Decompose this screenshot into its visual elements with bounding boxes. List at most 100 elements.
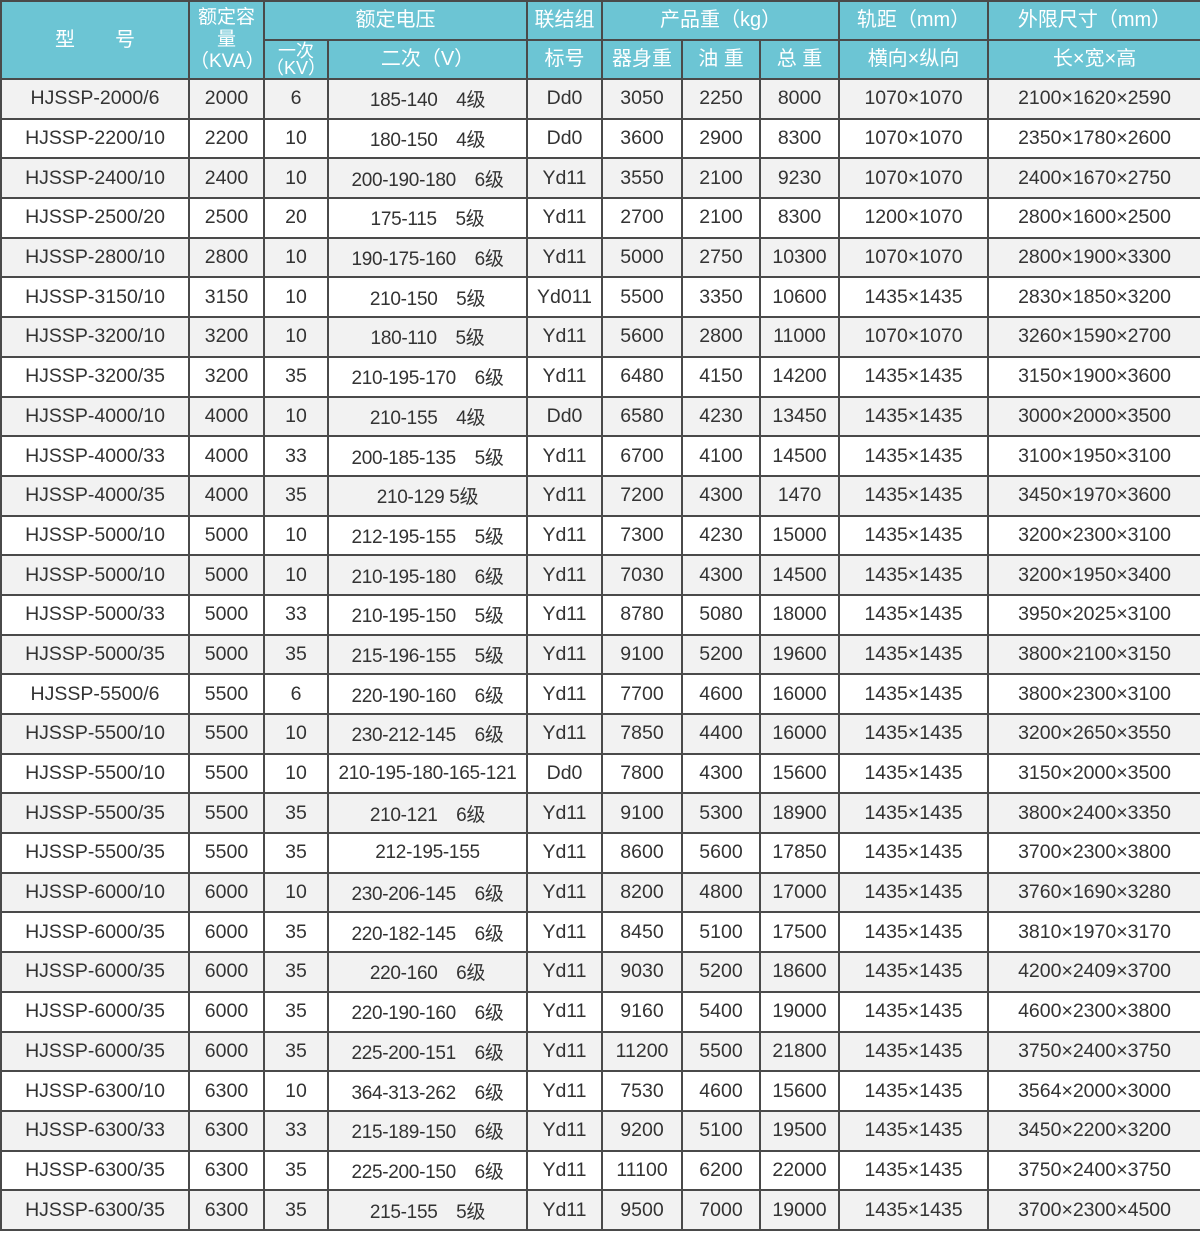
cell-primary-kv: 33 xyxy=(263,593,329,636)
cell-capacity: 6300 xyxy=(188,1149,265,1192)
cell-secondary-v: 180-150 4级 xyxy=(327,117,528,160)
header-primary: 一次（KV） xyxy=(263,39,329,80)
cell-capacity: 6000 xyxy=(188,871,265,914)
cell-oil-weight: 4300 xyxy=(681,752,761,795)
cell-primary-kv: 35 xyxy=(263,832,329,874)
cell-body-weight: 8450 xyxy=(601,911,683,954)
cell-primary-kv: 10 xyxy=(263,395,329,438)
cell-secondary-v: 225-200-150 6级 xyxy=(327,1149,528,1192)
cell-dimensions: 2350×1780×2600 xyxy=(987,117,1200,160)
cell-total-weight: 17000 xyxy=(758,871,841,914)
cell-total-weight: 15600 xyxy=(758,752,841,795)
table-row: HJSSP-5000/35 5000 35 215-196-155 5级 Yd11 910… xyxy=(0,633,1200,676)
cell-primary-kv: 10 xyxy=(263,554,329,596)
cell-total-weight: 14200 xyxy=(758,355,841,398)
cell-primary-kv: 35 xyxy=(263,990,329,1033)
cell-dimensions: 2830×1850×3200 xyxy=(987,276,1200,319)
cell-oil-weight: 5300 xyxy=(681,792,761,835)
table-row: HJSSP-6300/35 6300 35 225-200-150 6级 Yd11 111… xyxy=(0,1149,1200,1192)
cell-dimensions: 3760×1690×3280 xyxy=(987,871,1200,914)
table-row: HJSSP-4000/10 4000 10 210-155 4级 Dd0 6580 4230… xyxy=(0,395,1200,438)
cell-secondary-v: 215-189-150 6级 xyxy=(327,1109,528,1152)
header-connection-top: 联结组 xyxy=(526,0,603,41)
cell-oil-weight: 5200 xyxy=(681,951,761,993)
cell-total-weight: 22000 xyxy=(758,1149,841,1192)
cell-dimensions: 4600×2300×3800 xyxy=(987,990,1200,1033)
header-gauge-sub: 横向×纵向 xyxy=(838,39,990,80)
cell-connection: Yd11 xyxy=(526,514,603,557)
cell-dimensions: 3200×1950×3400 xyxy=(987,554,1200,596)
cell-total-weight: 16000 xyxy=(758,673,841,715)
cell-model: HJSSP-5000/10 xyxy=(0,514,190,557)
table-row: HJSSP-4000/33 4000 33 200-185-135 5级 Yd11 670… xyxy=(0,435,1200,477)
cell-secondary-v: 220-190-160 6级 xyxy=(327,673,528,715)
cell-body-weight: 3600 xyxy=(601,117,683,160)
cell-secondary-v: 225-200-151 6级 xyxy=(327,1030,528,1073)
table-row: HJSSP-6000/35 6000 35 220-190-160 6级 Yd11 916… xyxy=(0,990,1200,1033)
cell-total-weight: 18000 xyxy=(758,593,841,636)
header-rated-voltage: 额定电压 xyxy=(263,0,528,41)
cell-primary-kv: 10 xyxy=(263,316,329,358)
cell-model: HJSSP-5000/35 xyxy=(0,633,190,676)
cell-dimensions: 3564×2000×3000 xyxy=(987,1070,1200,1112)
cell-primary-kv: 10 xyxy=(263,276,329,319)
cell-primary-kv: 20 xyxy=(263,197,329,239)
cell-dimensions: 2800×1900×3300 xyxy=(987,236,1200,279)
cell-oil-weight: 2800 xyxy=(681,316,761,358)
cell-capacity: 2500 xyxy=(188,197,265,239)
cell-body-weight: 7200 xyxy=(601,474,683,517)
cell-connection: Yd11 xyxy=(526,355,603,398)
table-row: HJSSP-5000/10 5000 10 212-195-155 5级 Yd11 730… xyxy=(0,514,1200,557)
cell-capacity: 6000 xyxy=(188,990,265,1033)
cell-dimensions: 3000×2000×3500 xyxy=(987,395,1200,438)
cell-oil-weight: 6200 xyxy=(681,1149,761,1192)
cell-capacity: 4000 xyxy=(188,435,265,477)
cell-capacity: 5500 xyxy=(188,673,265,715)
cell-primary-kv: 6 xyxy=(263,78,329,120)
cell-connection: Dd0 xyxy=(526,752,603,795)
cell-total-weight: 8000 xyxy=(758,78,841,120)
table-row: HJSSP-3200/35 3200 35 210-195-170 6级 Yd11 648… xyxy=(0,355,1200,398)
cell-body-weight: 11200 xyxy=(601,1030,683,1073)
cell-body-weight: 6480 xyxy=(601,355,683,398)
cell-total-weight: 17850 xyxy=(758,832,841,874)
cell-capacity: 6300 xyxy=(188,1070,265,1112)
cell-oil-weight: 4100 xyxy=(681,435,761,477)
cell-total-weight: 9230 xyxy=(758,157,841,200)
table-row: HJSSP-2200/10 2200 10 180-150 4级 Dd0 3600 2900… xyxy=(0,117,1200,160)
header-model: 型 号 xyxy=(0,0,190,80)
cell-secondary-v: 210-195-150 5级 xyxy=(327,593,528,636)
cell-total-weight: 19600 xyxy=(758,633,841,676)
cell-gauge: 1070×1070 xyxy=(838,236,990,279)
cell-oil-weight: 7000 xyxy=(681,1189,761,1231)
cell-gauge: 1435×1435 xyxy=(838,355,990,398)
cell-model: HJSSP-6000/35 xyxy=(0,990,190,1033)
table-row: HJSSP-2500/20 2500 20 175-115 5级 Yd11 2700 210… xyxy=(0,197,1200,239)
cell-connection: Yd11 xyxy=(526,990,603,1033)
cell-total-weight: 10300 xyxy=(758,236,841,279)
cell-oil-weight: 5100 xyxy=(681,911,761,954)
cell-total-weight: 18900 xyxy=(758,792,841,835)
cell-model: HJSSP-5500/35 xyxy=(0,792,190,835)
cell-secondary-v: 185-140 4级 xyxy=(327,78,528,120)
cell-primary-kv: 33 xyxy=(263,1109,329,1152)
cell-capacity: 6300 xyxy=(188,1109,265,1152)
cell-body-weight: 3050 xyxy=(601,78,683,120)
table-row: HJSSP-6300/33 6300 33 215-189-150 6级 Yd11 920… xyxy=(0,1109,1200,1152)
cell-oil-weight: 4230 xyxy=(681,514,761,557)
cell-capacity: 6000 xyxy=(188,951,265,993)
cell-body-weight: 8780 xyxy=(601,593,683,636)
cell-gauge: 1070×1070 xyxy=(838,117,990,160)
table-row: HJSSP-2400/10 2400 10 200-190-180 6级 Yd11 355… xyxy=(0,157,1200,200)
cell-oil-weight: 5600 xyxy=(681,832,761,874)
cell-primary-kv: 35 xyxy=(263,1030,329,1073)
cell-total-weight: 14500 xyxy=(758,554,841,596)
cell-body-weight: 7030 xyxy=(601,554,683,596)
cell-oil-weight: 2100 xyxy=(681,197,761,239)
cell-gauge: 1435×1435 xyxy=(838,871,990,914)
cell-oil-weight: 4400 xyxy=(681,713,761,755)
cell-body-weight: 7700 xyxy=(601,673,683,715)
cell-body-weight: 5600 xyxy=(601,316,683,358)
cell-gauge: 1435×1435 xyxy=(838,474,990,517)
